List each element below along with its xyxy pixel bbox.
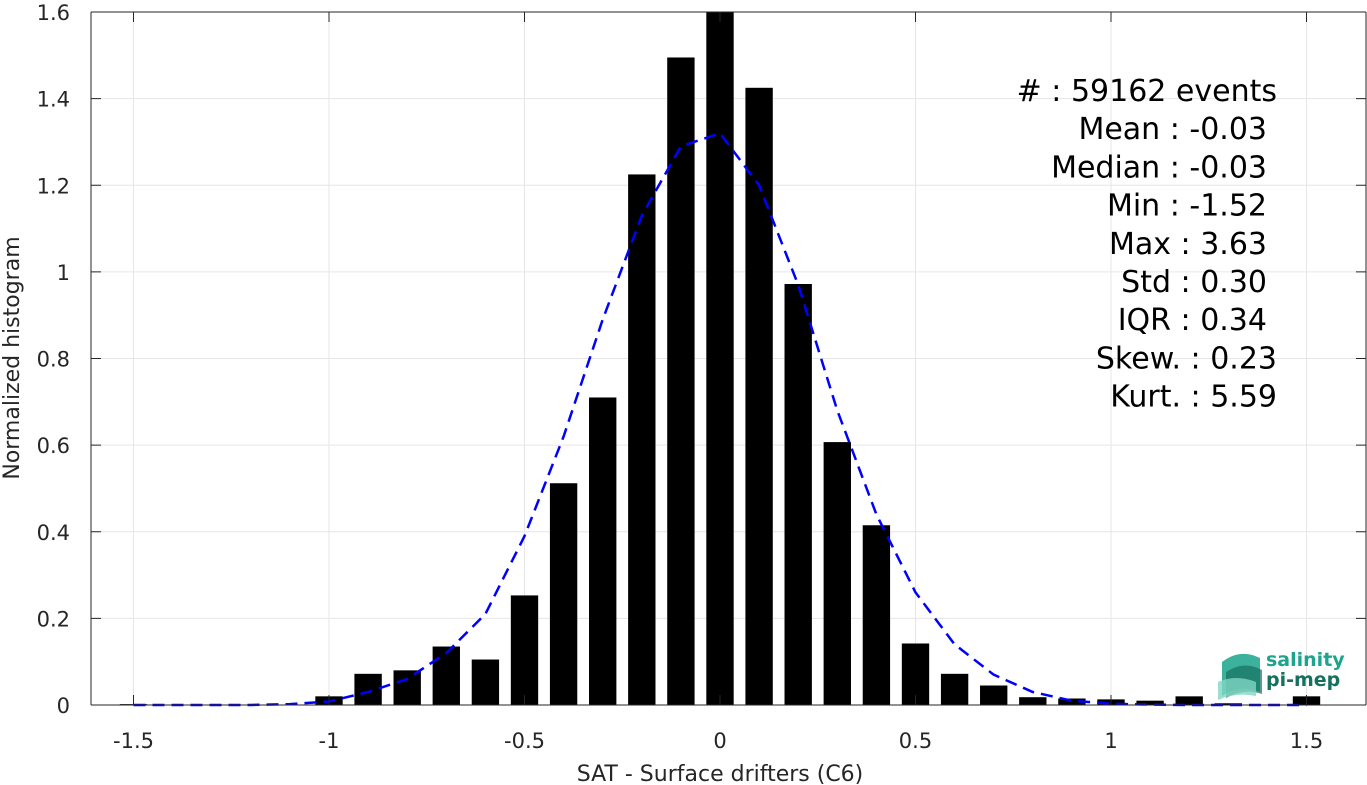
x-tick-label: 1.5 [1290, 729, 1323, 753]
stat-line: Std : 0.30 [1121, 265, 1267, 300]
histogram-bar-12 [589, 397, 617, 705]
histogram-bar-22 [980, 685, 1008, 705]
histogram-bar-14 [667, 57, 695, 705]
x-tick-label: 0 [713, 729, 726, 753]
x-tick-label: 0.5 [899, 729, 932, 753]
y-tick-label: 1.4 [37, 88, 70, 112]
x-tick-label: -1.5 [113, 729, 154, 753]
stat-line: Max : 3.63 [1109, 227, 1267, 262]
histogram-bar-28 [1214, 703, 1242, 705]
y-tick-label: 0.6 [37, 434, 70, 458]
logo-line1: salinity [1266, 649, 1345, 671]
stat-line: Min : -1.52 [1107, 189, 1267, 224]
axes [90, 11, 1367, 706]
stat-line: IQR : 0.34 [1118, 303, 1267, 338]
x-tick-labels: -1.5 -1 -0.5 0 0.5 1 1.5 [113, 729, 1323, 753]
histogram-bar-15 [706, 12, 734, 705]
histogram-bar-7 [393, 670, 421, 705]
y-tick-label: 0.4 [37, 521, 70, 545]
y-tick-labels: 0 0.2 0.4 0.6 0.8 1 1.2 1.4 1.6 [37, 1, 70, 718]
y-axis-label: Normalized histogram [0, 236, 25, 479]
stat-line: Mean : -0.03 [1078, 112, 1267, 147]
histogram-bar-27 [1175, 696, 1203, 705]
x-tick-label: 1 [1104, 729, 1117, 753]
histogram-bar-21 [940, 673, 969, 705]
histogram-bar-18 [823, 442, 851, 705]
stat-line: Median : -0.03 [1051, 150, 1267, 185]
histogram-bar-23 [1019, 697, 1047, 705]
histogram-bar-13 [628, 174, 656, 705]
histogram-bar-20 [901, 643, 930, 705]
stat-line: Skew. : 0.23 [1096, 341, 1277, 376]
histogram-bars [119, 12, 1321, 705]
histogram-bar-6 [354, 673, 382, 705]
salinity-pi-mep-logo: salinity pi-mep [1218, 649, 1345, 700]
histogram-bar-19 [862, 525, 891, 705]
x-axis-label: SAT - Surface drifters (C6) [577, 762, 864, 785]
y-tick-label: 1.6 [37, 1, 70, 25]
x-tick-label: -1 [319, 729, 340, 753]
histogram-bar-16 [745, 87, 773, 705]
histogram-bar-8 [432, 646, 460, 705]
y-tick-label: 0 [57, 694, 70, 718]
histogram-bar-17 [784, 284, 812, 705]
histogram-bar-26 [1136, 700, 1164, 705]
y-tick-label: 0.2 [37, 607, 70, 631]
y-tick-label: 1.2 [37, 174, 70, 198]
x-tick-label: -0.5 [504, 729, 545, 753]
logo-line2: pi-mep [1266, 669, 1340, 691]
histogram-bar-11 [549, 483, 578, 705]
histogram-bar-24 [1058, 698, 1086, 705]
logo-waves-icon [1218, 653, 1262, 700]
histogram-bar-10 [510, 595, 539, 705]
histogram-bar-9 [471, 659, 500, 705]
stat-line: Kurt. : 5.59 [1110, 380, 1277, 415]
stat-line: # : 59162 events [1017, 74, 1277, 109]
y-tick-label: 1 [57, 261, 70, 285]
y-tick-label: 0.8 [37, 348, 70, 372]
